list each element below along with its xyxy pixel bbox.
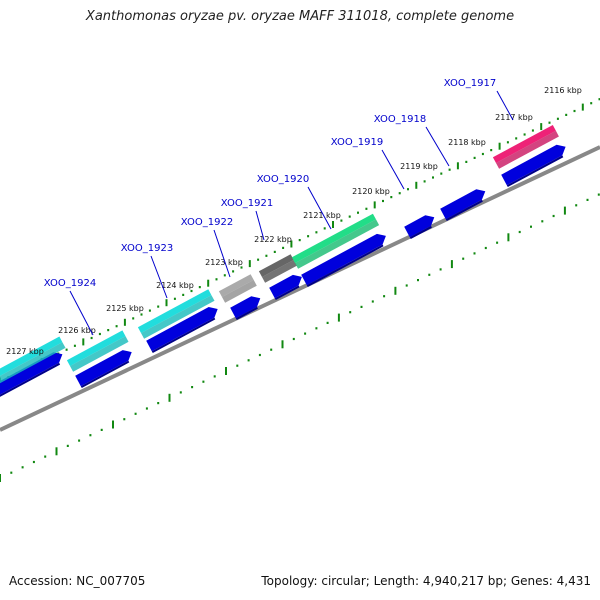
tick-label: 2127 kbp bbox=[6, 347, 44, 356]
genome-summary-label: Topology: circular; Length: 4,940,217 bp… bbox=[261, 574, 591, 588]
gene-track[interactable] bbox=[0, 125, 559, 398]
cds-arrow-shade bbox=[409, 225, 432, 239]
gene-label[interactable]: XOO_1922 bbox=[181, 217, 233, 228]
gene-label[interactable]: XOO_1918 bbox=[374, 114, 426, 125]
gene-block[interactable] bbox=[66, 330, 126, 366]
gene-block[interactable] bbox=[492, 125, 556, 163]
gene-label[interactable]: XOO_1920 bbox=[257, 174, 309, 185]
outer-tick-ring bbox=[0, 193, 600, 482]
tick-label: 2121 kbp bbox=[303, 211, 341, 220]
gene-block-shadow bbox=[262, 259, 297, 283]
tick-label: 2118 kbp bbox=[448, 138, 486, 147]
cds-arrow-shade bbox=[151, 317, 216, 353]
gene-block-shadow bbox=[222, 279, 257, 303]
genome-backbone-line bbox=[0, 145, 600, 432]
cds-arrow[interactable] bbox=[501, 144, 566, 186]
gene-label-leader bbox=[255, 210, 265, 241]
gene-label-leader bbox=[69, 290, 94, 336]
gene-label-leader bbox=[496, 90, 514, 121]
cds-arrow[interactable] bbox=[75, 350, 132, 387]
tick-label: 2120 kbp bbox=[352, 187, 390, 196]
gene-label[interactable]: XOO_1917 bbox=[444, 78, 496, 89]
cds-track[interactable] bbox=[0, 144, 566, 411]
tick-labels: 2116 kbp 2117 kbp 2118 kbp 2119 kbp 2120 kbp… bbox=[6, 86, 582, 356]
tick-label: 2126 kbp bbox=[58, 326, 96, 335]
gene-block-shade bbox=[262, 259, 297, 283]
gene-label[interactable]: XOO_1923 bbox=[121, 243, 173, 254]
gene-label[interactable]: XOO_1921 bbox=[221, 198, 273, 209]
cds-arrow[interactable] bbox=[301, 233, 386, 286]
tick-label: 2124 kbp bbox=[156, 281, 194, 290]
gene-label-leader bbox=[213, 229, 231, 278]
tick-label: 2117 kbp bbox=[495, 113, 533, 122]
gene-block-shadow bbox=[496, 130, 559, 169]
gene-block-shade bbox=[496, 130, 559, 169]
gene-block-shadow bbox=[141, 295, 215, 339]
gene-block-shade bbox=[295, 219, 380, 269]
map-title: Xanthomonas oryzae pv. oryzae MAFF 31101… bbox=[85, 9, 515, 24]
cds-arrow-shade bbox=[235, 306, 258, 320]
cds-arrow-shade bbox=[0, 362, 61, 397]
gene-block-shadow bbox=[0, 342, 66, 384]
gene-block[interactable] bbox=[258, 254, 294, 277]
cds-arrow[interactable] bbox=[146, 307, 218, 352]
gene-label-leader bbox=[425, 126, 450, 167]
gene-label[interactable]: XOO_1919 bbox=[331, 137, 383, 148]
cds-arrow[interactable] bbox=[269, 274, 302, 299]
cds-arrow[interactable] bbox=[440, 189, 486, 220]
cds-arrow-shade bbox=[506, 155, 564, 187]
genome-backbone bbox=[0, 145, 600, 432]
gene-labels[interactable]: XOO_1917 XOO_1918 XOO_1919 XOO_1920 XOO_1921… bbox=[44, 78, 514, 336]
gene-block-shade bbox=[70, 336, 129, 372]
cds-arrow[interactable] bbox=[0, 352, 63, 409]
gene-label-leader bbox=[307, 186, 332, 230]
tick-label: 2119 kbp bbox=[400, 162, 438, 171]
inner-tick-ring bbox=[0, 98, 600, 385]
gene-block[interactable] bbox=[218, 274, 254, 297]
cds-arrow-shade bbox=[80, 360, 130, 388]
cds-arrow[interactable] bbox=[230, 296, 261, 319]
gene-block-shade bbox=[141, 295, 215, 339]
gene-label[interactable]: XOO_1924 bbox=[44, 278, 96, 289]
gene-block-shade bbox=[0, 342, 66, 384]
tick-label: 2122 kbp bbox=[254, 235, 292, 244]
cds-arrow-shade bbox=[445, 199, 483, 221]
gene-label-leader bbox=[150, 255, 168, 299]
cds-arrow[interactable] bbox=[404, 215, 435, 238]
tick-label: 2123 kbp bbox=[205, 258, 243, 267]
gene-block[interactable] bbox=[137, 289, 212, 333]
gene-block-shade bbox=[222, 279, 257, 303]
gene-block[interactable] bbox=[0, 336, 63, 393]
gene-label-leader bbox=[381, 149, 405, 190]
gene-block-shadow bbox=[295, 219, 380, 269]
tick-label: 2116 kbp bbox=[544, 86, 582, 95]
gene-block[interactable] bbox=[291, 213, 376, 263]
gene-block-shadow bbox=[70, 336, 129, 372]
accession-label: Accession: NC_007705 bbox=[9, 574, 146, 588]
tick-label: 2125 kbp bbox=[106, 304, 144, 313]
cds-arrow-shade bbox=[306, 244, 384, 287]
cds-arrow-shade bbox=[274, 285, 300, 300]
